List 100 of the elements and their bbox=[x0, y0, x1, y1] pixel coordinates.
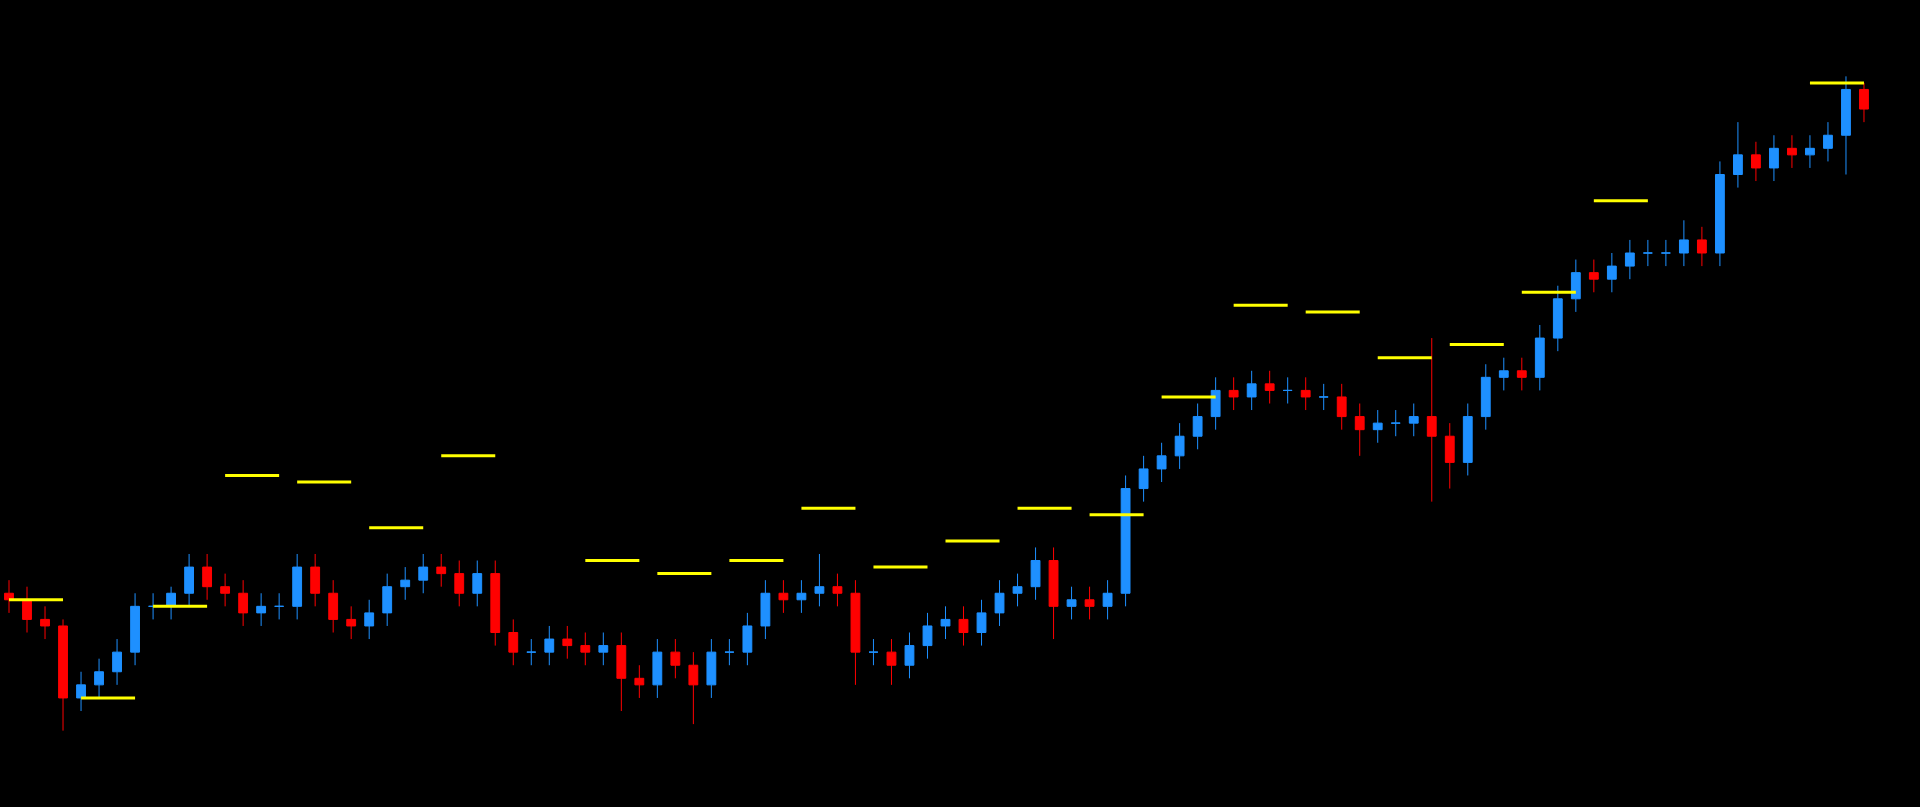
candlestick bbox=[400, 566, 411, 601]
candlestick bbox=[1354, 403, 1365, 457]
candlestick bbox=[1084, 586, 1095, 620]
candlestick bbox=[1841, 75, 1851, 175]
candlestick bbox=[436, 553, 447, 588]
candlestick bbox=[1660, 239, 1671, 267]
candlestick bbox=[1228, 376, 1239, 411]
candlestick bbox=[1588, 259, 1599, 293]
candlestick bbox=[1120, 474, 1131, 607]
candlestick bbox=[940, 605, 951, 640]
candlestick bbox=[22, 586, 32, 634]
candlestick bbox=[1336, 383, 1347, 431]
candlestick bbox=[904, 632, 915, 679]
candlestick bbox=[760, 579, 771, 640]
candlestick bbox=[1048, 546, 1059, 640]
candlestick bbox=[1462, 403, 1473, 476]
candlestick bbox=[1552, 285, 1563, 352]
candlestick bbox=[1606, 252, 1617, 293]
candlestick bbox=[220, 573, 231, 607]
candlestick bbox=[706, 638, 717, 699]
candlestick bbox=[850, 579, 861, 686]
candlestick bbox=[1516, 357, 1527, 391]
candlestick bbox=[886, 638, 897, 686]
candlestick bbox=[490, 560, 501, 647]
candlestick bbox=[1282, 376, 1293, 404]
candlestick bbox=[1678, 219, 1689, 267]
candlestick bbox=[1192, 403, 1203, 450]
candlestick bbox=[1805, 134, 1815, 169]
candlestick bbox=[130, 592, 140, 666]
candlestick bbox=[346, 605, 357, 640]
candlestick bbox=[1174, 422, 1185, 470]
candlestick bbox=[1426, 337, 1437, 503]
candlestick bbox=[1408, 403, 1419, 437]
candlestick bbox=[418, 553, 429, 594]
candlestick bbox=[796, 579, 807, 614]
candlestick bbox=[166, 586, 176, 620]
candlestick bbox=[1570, 259, 1581, 313]
candlestick bbox=[562, 625, 573, 660]
candlestick bbox=[1733, 121, 1743, 189]
candlestick bbox=[688, 651, 699, 725]
candlestick bbox=[1372, 409, 1383, 444]
candlestick bbox=[1012, 573, 1023, 607]
candlestick bbox=[274, 592, 285, 620]
candlestick bbox=[1480, 363, 1491, 431]
candlestick bbox=[580, 632, 591, 666]
candlestick bbox=[544, 625, 555, 666]
candlestick bbox=[634, 664, 645, 699]
candlestick bbox=[76, 671, 86, 712]
candlestick bbox=[1246, 370, 1257, 411]
candlestick bbox=[328, 579, 339, 634]
candlestick bbox=[1751, 141, 1761, 182]
candlestick bbox=[58, 618, 68, 732]
candlestick bbox=[616, 632, 627, 712]
candlestick bbox=[40, 605, 50, 640]
candlestick bbox=[526, 638, 537, 666]
candlestick bbox=[94, 658, 104, 699]
candlestick bbox=[778, 579, 789, 614]
candlestick bbox=[1138, 455, 1149, 503]
candlestick bbox=[4, 579, 14, 614]
candlestick bbox=[1444, 422, 1455, 490]
candlestick bbox=[454, 560, 465, 607]
candlestick bbox=[364, 599, 375, 640]
candlestick bbox=[922, 612, 933, 660]
candlestick bbox=[472, 560, 483, 607]
candlestick bbox=[1624, 239, 1635, 280]
candlestick bbox=[742, 612, 753, 666]
candlestick bbox=[508, 618, 519, 666]
candlestick bbox=[1823, 121, 1833, 162]
candlestick bbox=[598, 632, 609, 666]
candlestick bbox=[112, 638, 122, 686]
candlestick bbox=[1156, 442, 1167, 483]
candlestick bbox=[1066, 586, 1077, 620]
candlestick bbox=[976, 599, 987, 647]
candlestick bbox=[994, 579, 1005, 627]
candlestick bbox=[1498, 357, 1509, 391]
candlestick bbox=[382, 573, 393, 627]
candlestick bbox=[202, 553, 213, 601]
candlestick bbox=[652, 638, 663, 699]
candlestick bbox=[1859, 82, 1869, 123]
candlestick bbox=[1769, 134, 1779, 182]
candlestick bbox=[184, 553, 195, 607]
candlestick bbox=[832, 573, 843, 607]
candlestick bbox=[1030, 546, 1041, 601]
candlestick bbox=[1264, 370, 1275, 404]
candlestick bbox=[1102, 579, 1113, 620]
candlestick bbox=[292, 553, 303, 620]
candlestick bbox=[670, 638, 681, 679]
candlestick bbox=[1714, 160, 1725, 267]
candlestick bbox=[238, 579, 249, 627]
candlestick bbox=[1390, 409, 1401, 437]
candlestick bbox=[1642, 239, 1653, 267]
candlestick bbox=[724, 638, 735, 666]
candlestick bbox=[310, 553, 321, 607]
candlestick bbox=[256, 592, 267, 627]
candlestick bbox=[1696, 226, 1707, 267]
candlestick bbox=[1318, 383, 1329, 411]
candlestick bbox=[1534, 324, 1545, 391]
candlestick bbox=[1300, 376, 1311, 411]
candlestick bbox=[868, 638, 879, 666]
candlestick bbox=[958, 605, 969, 647]
